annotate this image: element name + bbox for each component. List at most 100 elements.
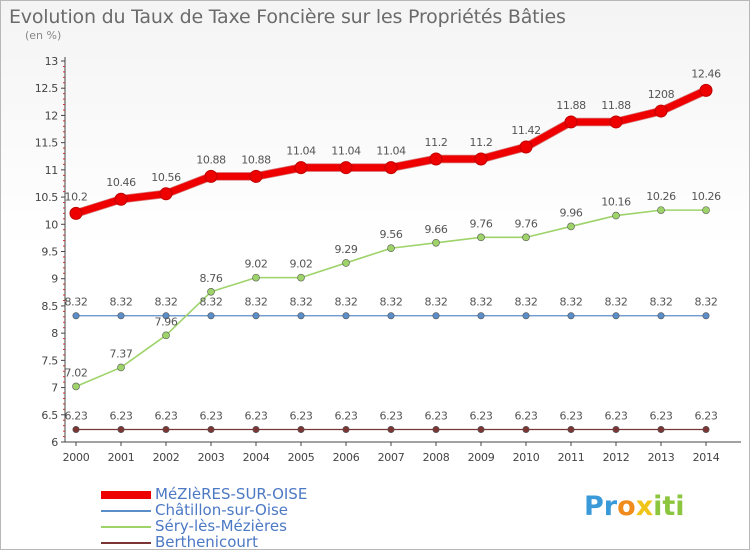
data-label-m-zi-res-sur-oise: 11.04: [376, 145, 406, 158]
legend-item: Berthenicourt: [101, 534, 307, 550]
x-tick-label: 2000: [63, 451, 90, 464]
data-label-berthenicourt: 6.23: [605, 409, 628, 422]
data-label-berthenicourt: 6.23: [245, 409, 268, 422]
data-point-berthenicourt: [702, 425, 710, 433]
data-label-ch-tillon-sur-oise: 8.32: [425, 296, 448, 309]
data-label-s-ry-l-s-m-zi-res: 9.66: [425, 223, 448, 236]
data-label-s-ry-l-s-m-zi-res: 10.26: [691, 190, 721, 203]
data-label-berthenicourt: 6.23: [110, 409, 133, 422]
data-label-ch-tillon-sur-oise: 8.32: [335, 296, 358, 309]
unit-label: (en %): [25, 29, 62, 42]
data-label-ch-tillon-sur-oise: 8.32: [560, 296, 583, 309]
data-point-ch-tillon-sur-oise: [297, 312, 305, 320]
data-label-m-zi-res-sur-oise: 10.56: [151, 171, 181, 184]
legend-swatch: [101, 490, 151, 499]
data-label-ch-tillon-sur-oise: 8.32: [650, 296, 673, 309]
data-point-berthenicourt: [567, 425, 575, 433]
x-tick-label: 2001: [108, 451, 135, 464]
y-tick-label: 8.5: [41, 300, 58, 313]
y-tick-label: 8: [51, 327, 58, 340]
data-label-m-zi-res-sur-oise: 10.46: [106, 176, 136, 189]
data-point-ch-tillon-sur-oise: [162, 312, 170, 320]
legend-item: MéZIèRES-SUR-OISE: [101, 486, 307, 502]
y-tick-label: 10: [45, 218, 59, 231]
data-point-ch-tillon-sur-oise: [207, 312, 215, 320]
legend-swatch: [101, 541, 151, 544]
data-label-s-ry-l-s-m-zi-res: 9.56: [380, 228, 403, 241]
y-tick-label: 12: [45, 109, 58, 122]
data-point-m-zi-res-sur-oise: [654, 104, 668, 118]
data-point-m-zi-res-sur-oise: [249, 169, 263, 183]
data-point-m-zi-res-sur-oise: [519, 140, 533, 154]
data-point-berthenicourt: [612, 425, 620, 433]
data-point-ch-tillon-sur-oise: [657, 312, 665, 320]
data-point-ch-tillon-sur-oise: [432, 312, 440, 320]
data-label-ch-tillon-sur-oise: 8.32: [155, 296, 178, 309]
data-point-ch-tillon-sur-oise: [477, 312, 485, 320]
data-label-s-ry-l-s-m-zi-res: 7.37: [110, 347, 133, 360]
logo-letter: o: [617, 491, 636, 522]
data-label-s-ry-l-s-m-zi-res: 10.26: [646, 190, 676, 203]
y-tick-label: 12.5: [35, 82, 59, 95]
data-label-s-ry-l-s-m-zi-res: 8.76: [200, 272, 223, 285]
data-label-berthenicourt: 6.23: [200, 409, 223, 422]
data-label-berthenicourt: 6.23: [155, 409, 178, 422]
data-label-m-zi-res-sur-oise: 11.42: [511, 124, 541, 137]
x-tick-label: 2009: [468, 451, 495, 464]
data-point-m-zi-res-sur-oise: [204, 169, 218, 183]
data-label-berthenicourt: 6.23: [470, 409, 493, 422]
data-label-berthenicourt: 6.23: [695, 409, 718, 422]
data-label-berthenicourt: 6.23: [425, 409, 448, 422]
data-label-m-zi-res-sur-oise: 11.2: [425, 136, 448, 149]
y-tick-label: 11: [45, 164, 58, 177]
data-label-m-zi-res-sur-oise: 10.88: [196, 153, 226, 166]
y-tick-label: 11.5: [35, 137, 59, 150]
legend: MéZIèRES-SUR-OISE Châtillon-sur-Oise Séry-…: [101, 486, 307, 550]
data-point-s-ry-l-s-m-zi-res: [657, 206, 665, 214]
data-label-berthenicourt: 6.23: [65, 409, 88, 422]
y-tick-label: 13: [45, 55, 59, 68]
legend-label: Châtillon-sur-Oise: [155, 501, 289, 519]
x-tick-label: 2006: [333, 451, 360, 464]
data-point-s-ry-l-s-m-zi-res: [207, 287, 215, 296]
data-label-s-ry-l-s-m-zi-res: 9.29: [335, 243, 358, 256]
data-point-s-ry-l-s-m-zi-res: [252, 273, 260, 282]
data-label-berthenicourt: 6.23: [560, 409, 583, 422]
legend-label: Berthenicourt: [155, 533, 258, 551]
data-label-s-ry-l-s-m-zi-res: 10.16: [601, 196, 631, 209]
data-label-berthenicourt: 6.23: [650, 409, 673, 422]
data-point-berthenicourt: [252, 425, 260, 433]
data-label-ch-tillon-sur-oise: 8.32: [605, 296, 628, 309]
data-point-berthenicourt: [477, 425, 485, 433]
data-point-s-ry-l-s-m-zi-res: [387, 244, 395, 253]
data-label-ch-tillon-sur-oise: 8.32: [110, 296, 133, 309]
data-point-berthenicourt: [657, 425, 665, 433]
data-label-berthenicourt: 6.23: [515, 409, 538, 422]
data-point-berthenicourt: [522, 425, 530, 433]
data-point-berthenicourt: [72, 425, 80, 433]
y-tick-label: 6: [51, 436, 58, 449]
data-label-m-zi-res-sur-oise: 1208: [648, 88, 675, 101]
x-tick-label: 2002: [153, 451, 180, 464]
data-point-berthenicourt: [207, 425, 215, 433]
x-tick-label: 2012: [603, 451, 630, 464]
x-tick-label: 2003: [198, 451, 225, 464]
logo-letter: r: [603, 491, 618, 522]
data-label-m-zi-res-sur-oise: 10.88: [241, 153, 271, 166]
y-tick-label: 9.5: [41, 246, 58, 259]
data-point-ch-tillon-sur-oise: [342, 312, 350, 320]
data-label-ch-tillon-sur-oise: 8.32: [380, 296, 403, 309]
data-point-berthenicourt: [117, 425, 125, 433]
data-label-s-ry-l-s-m-zi-res: 7.02: [65, 366, 88, 379]
logo-letter: x: [635, 491, 654, 522]
data-label-ch-tillon-sur-oise: 8.32: [200, 296, 223, 309]
data-label-m-zi-res-sur-oise: 11.88: [601, 99, 631, 112]
data-point-m-zi-res-sur-oise: [339, 161, 353, 175]
x-tick-label: 2005: [288, 451, 315, 464]
data-label-m-zi-res-sur-oise: 11.04: [286, 145, 316, 158]
proxiti-logo: Proxiti: [584, 491, 685, 522]
data-point-m-zi-res-sur-oise: [474, 152, 488, 166]
data-point-s-ry-l-s-m-zi-res: [117, 363, 125, 372]
x-tick-label: 2011: [558, 451, 585, 464]
